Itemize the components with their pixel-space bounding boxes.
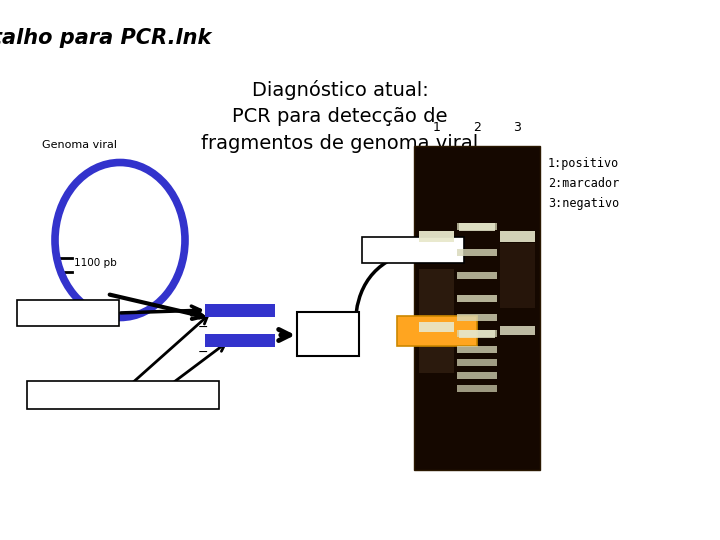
Text: Desenho de primers (18-20 nts): Desenho de primers (18-20 nts) <box>28 388 217 402</box>
FancyBboxPatch shape <box>456 330 497 337</box>
Text: Região alvo: Região alvo <box>34 307 102 320</box>
FancyBboxPatch shape <box>456 386 497 392</box>
FancyBboxPatch shape <box>362 237 464 263</box>
FancyBboxPatch shape <box>456 295 497 301</box>
FancyBboxPatch shape <box>456 272 497 279</box>
Text: Genoma viral: Genoma viral <box>42 140 117 150</box>
Text: 2: 2 <box>473 122 481 134</box>
Text: Eletroforese: Eletroforese <box>375 244 451 256</box>
FancyBboxPatch shape <box>205 304 275 317</box>
FancyBboxPatch shape <box>500 243 535 308</box>
Text: −: − <box>198 346 208 359</box>
FancyBboxPatch shape <box>456 347 497 353</box>
FancyBboxPatch shape <box>500 231 535 242</box>
Text: 1100 pb: 1100 pb <box>411 325 463 338</box>
FancyBboxPatch shape <box>27 381 219 409</box>
FancyBboxPatch shape <box>456 373 497 379</box>
FancyBboxPatch shape <box>456 360 497 366</box>
FancyBboxPatch shape <box>419 231 454 242</box>
Text: 3: 3 <box>513 122 521 134</box>
FancyBboxPatch shape <box>459 330 495 338</box>
FancyBboxPatch shape <box>205 334 275 347</box>
FancyBboxPatch shape <box>414 146 540 470</box>
FancyBboxPatch shape <box>297 312 359 356</box>
Text: Diagnóstico atual:
PCR para detecção de
fragmentos de genoma viral: Diagnóstico atual: PCR para detecção de … <box>202 80 479 153</box>
FancyBboxPatch shape <box>456 314 497 321</box>
Text: Atalho para PCR.lnk: Atalho para PCR.lnk <box>0 28 212 48</box>
Text: −: − <box>198 321 208 334</box>
Text: 2:marcador: 2:marcador <box>548 177 619 190</box>
FancyBboxPatch shape <box>419 322 454 332</box>
FancyBboxPatch shape <box>459 223 495 231</box>
FancyBboxPatch shape <box>456 249 497 256</box>
FancyBboxPatch shape <box>456 224 497 230</box>
Text: 1: 1 <box>433 122 441 134</box>
Text: PCR: PCR <box>311 325 345 343</box>
FancyBboxPatch shape <box>397 316 477 346</box>
Text: 1100 pb: 1100 pb <box>74 258 117 268</box>
FancyBboxPatch shape <box>419 269 454 373</box>
Text: 1:positivo: 1:positivo <box>548 157 619 170</box>
FancyBboxPatch shape <box>500 326 535 335</box>
FancyBboxPatch shape <box>17 300 119 326</box>
Text: 3:negativo: 3:negativo <box>548 197 619 210</box>
